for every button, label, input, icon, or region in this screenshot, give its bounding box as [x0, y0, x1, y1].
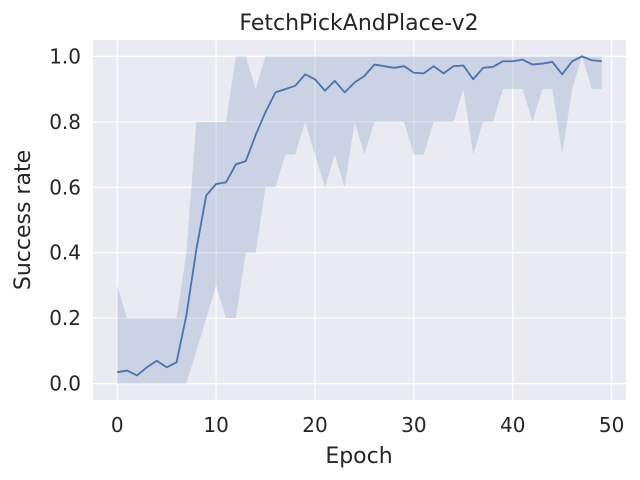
x-tick-label: 20: [302, 413, 327, 437]
x-tick-label: 50: [599, 413, 624, 437]
grid-lines: [93, 40, 626, 400]
x-tick-label: 0: [111, 413, 124, 437]
x-tick-label: 10: [203, 413, 228, 437]
x-tick-label: 30: [401, 413, 426, 437]
y-axis-label: Success rate: [11, 150, 36, 290]
y-tick-label: 0.8: [49, 110, 81, 134]
y-tick-label: 0.2: [49, 306, 81, 330]
x-tick-labels: 0 10 20 30 40 50: [111, 413, 625, 437]
confidence-band: [117, 56, 602, 384]
y-tick-labels: 0.0 0.2 0.4 0.6 0.8 1.0: [49, 44, 81, 395]
x-axis-label: Epoch: [325, 444, 392, 469]
x-tick-label: 40: [500, 413, 525, 437]
y-tick-label: 0.6: [49, 175, 81, 199]
y-tick-label: 1.0: [49, 44, 81, 68]
mean-success-line: [117, 55, 602, 377]
y-tick-label: 0.0: [49, 372, 81, 396]
y-tick-label: 0.4: [49, 241, 81, 265]
chart-title: FetchPickAndPlace-v2: [239, 11, 478, 36]
